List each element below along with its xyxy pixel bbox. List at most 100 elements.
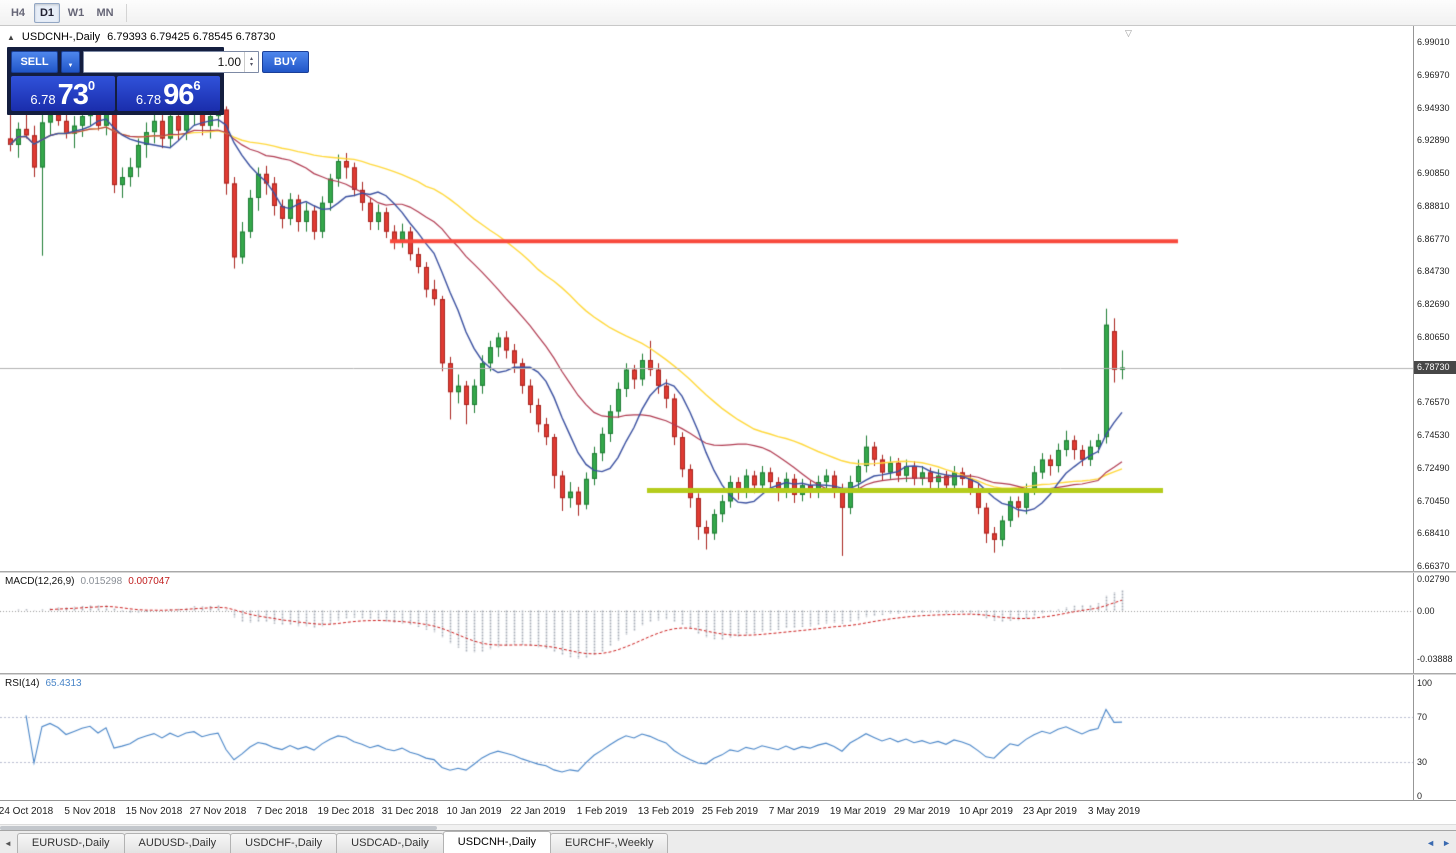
chart-tab-usdchf-daily[interactable]: USDCHF-,Daily	[230, 833, 338, 853]
macd-header: MACD(12,26,9) 0.015298 0.007047	[5, 576, 170, 587]
rsi-scale-label: 30	[1417, 757, 1428, 768]
date-label: 15 Nov 2018	[125, 806, 183, 817]
rsi-name: RSI(14)	[5, 678, 40, 689]
spin-up-icon[interactable]: ▴	[249, 56, 253, 62]
one-click-trade-panel: SELL ▼ ▴ ▾ BUY 6.78 73 0 6.7	[7, 47, 309, 115]
sell-button[interactable]: SELL	[11, 51, 58, 73]
scrollbar-thumb[interactable]	[0, 826, 437, 830]
price-scale-label: 6.68410	[1417, 528, 1450, 539]
tabs-container: EURUSD-,Daily AUDUSD-,Daily USDCHF-,Daily U…	[16, 831, 669, 853]
chart-tab-usdcad-daily[interactable]: USDCAD-,Daily	[336, 833, 444, 853]
macd-panel: MACD(12,26,9) 0.015298 0.007047 0.02790 0…	[0, 573, 1456, 673]
chart-tab-audusd-daily[interactable]: AUDUSD-,Daily	[123, 833, 232, 853]
date-label: 13 Feb 2019	[637, 806, 695, 817]
spin-down-icon[interactable]: ▾	[249, 62, 253, 68]
volume-input[interactable]	[84, 52, 244, 72]
price-scale[interactable]: 6.78730 6.99010 6.96970 6.94930 6.92890 6.90…	[1413, 26, 1456, 571]
chart-tab-eurusd-daily[interactable]: EURUSD-,Daily	[16, 833, 125, 853]
price-scale-label: 6.99010	[1417, 37, 1450, 48]
macd-scale-label: 0.02790	[1417, 574, 1450, 584]
buy-price-small: 6.78	[135, 92, 162, 107]
price-panel: ▽ ▲ USDCNH-,Daily 6.79393 6.79425 6.7854…	[0, 26, 1456, 571]
current-price-tag: 6.78730	[1414, 361, 1456, 375]
price-scale-label: 6.74530	[1417, 430, 1450, 441]
timeframe-button-mn[interactable]: MN	[92, 3, 118, 23]
price-scale-label: 6.94930	[1417, 102, 1450, 113]
chevron-down-icon: ▼	[67, 62, 74, 69]
price-chart-canvas[interactable]	[0, 26, 1414, 571]
chart-ohlc-values: 6.79393 6.79425 6.78545 6.78730	[107, 31, 276, 43]
timeframe-button-h4[interactable]: H4	[5, 3, 31, 23]
rsi-scale[interactable]: 100 70 30 0	[1413, 675, 1456, 800]
price-scale-label: 6.76570	[1417, 397, 1450, 408]
date-label: 19 Mar 2019	[829, 806, 887, 817]
price-scale-label: 6.72490	[1417, 462, 1450, 473]
macd-main-value: 0.015298	[80, 576, 123, 587]
macd-chart-canvas[interactable]	[0, 573, 1414, 673]
date-label: 25 Feb 2019	[701, 806, 759, 817]
buy-price-display[interactable]: 6.78 96 6	[116, 76, 220, 112]
trade-controls-row: SELL ▼ ▴ ▾ BUY	[11, 51, 309, 73]
date-label: 31 Dec 2018	[381, 806, 439, 817]
price-scale-label: 6.70450	[1417, 495, 1450, 506]
trade-options-dropdown[interactable]: ▼	[61, 51, 80, 73]
volume-field: ▴ ▾	[83, 51, 259, 73]
price-scale-label: 6.90850	[1417, 168, 1450, 179]
tab-nav-right-icon[interactable]: ►	[1442, 838, 1451, 848]
macd-scale-label: 0.00	[1417, 605, 1435, 616]
macd-scale-label: -0.03888	[1417, 654, 1453, 665]
price-macd-separator[interactable]	[0, 571, 1456, 573]
chart-title-bar: ▲ USDCNH-,Daily 6.79393 6.79425 6.78545 …	[7, 31, 275, 43]
date-label: 22 Jan 2019	[510, 806, 566, 817]
date-label: 7 Mar 2019	[768, 806, 820, 817]
date-label: 1 Feb 2019	[576, 806, 628, 817]
trade-prices-row: 6.78 73 0 6.78 96 6	[11, 76, 220, 111]
chart-tab-bar: ◄ EURUSD-,Daily AUDUSD-,Daily USDCHF-,Dail…	[0, 830, 1456, 853]
date-label: 24 Oct 2018	[0, 806, 54, 817]
chart-tab-usdcnh-daily[interactable]: USDCNH-,Daily	[442, 831, 552, 853]
horizontal-scrollbar[interactable]	[0, 824, 1456, 830]
tab-nav-left-icon[interactable]: ◄	[1426, 838, 1436, 848]
price-scale-label: 6.88810	[1417, 200, 1450, 211]
macd-rsi-separator[interactable]	[0, 673, 1456, 675]
volume-spinner[interactable]: ▴ ▾	[244, 52, 258, 72]
date-label: 29 Mar 2019	[893, 806, 951, 817]
tab-nav-arrows: ◄ ►	[1426, 838, 1451, 848]
date-label: 19 Dec 2018	[317, 806, 375, 817]
price-scale-label: 6.80650	[1417, 331, 1450, 342]
sell-price-big: 73	[57, 79, 89, 112]
timeframe-button-d1[interactable]: D1	[34, 2, 60, 23]
date-label: 23 Apr 2019	[1023, 806, 1077, 817]
macd-signal-value: 0.007047	[128, 576, 170, 587]
buy-price-sup: 6	[193, 78, 201, 93]
symbol-icon: ▲	[7, 32, 15, 42]
chart-symbol-title: USDCNH-,Daily	[21, 31, 101, 43]
rsi-scale-label: 100	[1417, 678, 1433, 688]
toolbar-separator	[126, 3, 127, 22]
rsi-scale-label: 0	[1417, 791, 1423, 800]
date-label: 10 Apr 2019	[959, 806, 1013, 817]
price-scale-label: 6.86770	[1417, 233, 1450, 244]
price-scale-label: 6.96970	[1417, 69, 1450, 80]
date-label: 7 Dec 2018	[256, 806, 308, 817]
price-scale-label: 6.82690	[1417, 299, 1450, 310]
rsi-header: RSI(14) 65.4313	[5, 678, 82, 689]
sell-price-display[interactable]: 6.78 73 0	[11, 76, 115, 111]
date-label: 10 Jan 2019	[446, 806, 502, 817]
timeframe-button-w1[interactable]: W1	[63, 3, 89, 23]
macd-scale[interactable]: 0.02790 0.00 -0.03888	[1413, 573, 1456, 673]
sell-price-sup: 0	[87, 78, 96, 93]
buy-price-big: 96	[163, 79, 194, 112]
price-scale-label: 6.92890	[1417, 135, 1450, 146]
price-scale-label: 6.84730	[1417, 266, 1450, 277]
chart-shift-marker-icon[interactable]: ▽	[1125, 28, 1132, 38]
date-axis[interactable]: 24 Oct 2018 5 Nov 2018 15 Nov 2018 27 Nov 2…	[0, 800, 1456, 824]
macd-name: MACD(12,26,9)	[5, 576, 75, 587]
date-label: 5 Nov 2018	[64, 806, 116, 817]
rsi-chart-canvas[interactable]	[0, 675, 1414, 800]
buy-button[interactable]: BUY	[262, 51, 309, 73]
chart-tab-eurchf-weekly[interactable]: EURCHF-,Weekly	[550, 833, 669, 853]
timeframe-group: H4 D1 W1 MN	[5, 2, 121, 23]
tab-scroll-left-icon[interactable]: ◄	[4, 839, 12, 848]
